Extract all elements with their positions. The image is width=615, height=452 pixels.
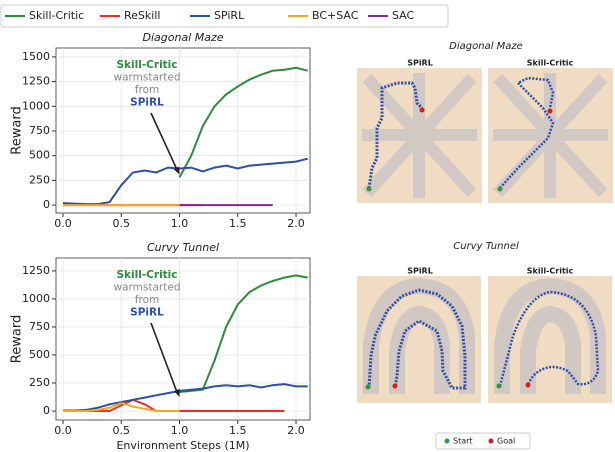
- chart: 0 250 500 750 1000 1250 1500 0.0 0.5 1.0 1.5 2.0 Dia…: [10, 31, 311, 230]
- y-tick-label: 1250: [22, 75, 50, 88]
- charts: 0 250 500 750 1000 1250 1500 0.0 0.5 1.0 1.5 2.0 Dia…: [10, 31, 311, 452]
- legend-label: BC+SAC: [312, 9, 359, 22]
- x-tick-label: 0.5: [112, 217, 130, 230]
- annotation: Skill-Critic: [116, 269, 177, 281]
- panel-label: Skill-Critic: [527, 59, 574, 68]
- chart: 0 250 500 750 1000 1250 0.0 0.5 1.0 1.5 2.0 Curvy T…: [10, 241, 311, 452]
- maze-legend: Start Goal: [436, 433, 530, 449]
- y-tick-label: 500: [29, 348, 50, 361]
- maze-panel: [357, 68, 482, 203]
- panel-label: SPiRL: [407, 59, 433, 68]
- x-tick-label: 0.0: [54, 217, 72, 230]
- x-tick-label: 1.0: [171, 217, 189, 230]
- chart-title: Diagonal Maze: [142, 31, 223, 44]
- annotation: warmstarted: [114, 72, 181, 84]
- maze-legend-label: Start: [453, 437, 473, 446]
- maze-panel: [357, 276, 481, 403]
- legend-label: Skill-Critic: [29, 9, 84, 22]
- annotation: from: [135, 294, 159, 306]
- y-tick-label: 750: [29, 320, 50, 333]
- y-tick-label: 250: [29, 376, 50, 389]
- maze-panel: [488, 276, 612, 403]
- panel-label: SPiRL: [407, 267, 433, 276]
- legend-label: SAC: [392, 9, 415, 22]
- x-tick-label: 0.0: [54, 424, 72, 437]
- maze-title: Diagonal Maze: [449, 41, 523, 52]
- chart-title: Curvy Tunnel: [147, 241, 219, 254]
- figure: Skill-Critic ReSkill SPiRL BC+SAC SAC 0 250 50…: [0, 0, 615, 452]
- x-axis-label: Environment Steps (1M): [116, 439, 249, 452]
- legend: Skill-Critic ReSkill SPiRL BC+SAC SAC: [1, 5, 448, 27]
- maze-title: Curvy Tunnel: [453, 241, 519, 252]
- panel-label: Skill-Critic: [527, 267, 574, 276]
- y-tick-label: 1250: [22, 264, 50, 277]
- y-tick-label: 750: [29, 124, 50, 137]
- y-tick-label: 1000: [22, 292, 50, 305]
- x-tick-label: 0.5: [112, 424, 130, 437]
- y-tick-label: 0: [43, 198, 50, 211]
- y-axis-label: Reward: [10, 315, 25, 363]
- annotation: SPiRL: [130, 97, 164, 109]
- x-tick-label: 1.0: [171, 424, 189, 437]
- annotation: from: [135, 84, 159, 96]
- y-tick-label: 0: [43, 404, 50, 417]
- annotation: Skill-Critic: [116, 59, 177, 71]
- y-tick-label: 250: [29, 173, 50, 186]
- plot-area: [56, 48, 310, 213]
- maze-legend-label: Goal: [497, 437, 515, 446]
- y-tick-label: 1000: [22, 99, 50, 112]
- annotation: SPiRL: [130, 307, 164, 319]
- x-tick-label: 2.0: [287, 217, 305, 230]
- x-tick-label: 1.5: [229, 424, 247, 437]
- y-axis-label: Reward: [10, 106, 25, 154]
- x-tick-label: 1.5: [229, 217, 247, 230]
- y-tick-label: 500: [29, 149, 50, 162]
- maze-panel: [488, 68, 613, 203]
- legend-label: ReSkill: [124, 9, 160, 22]
- annotation: warmstarted: [114, 282, 181, 294]
- x-tick-label: 2.0: [287, 424, 305, 437]
- y-tick-label: 1500: [22, 50, 50, 63]
- legend-label: SPiRL: [214, 9, 245, 22]
